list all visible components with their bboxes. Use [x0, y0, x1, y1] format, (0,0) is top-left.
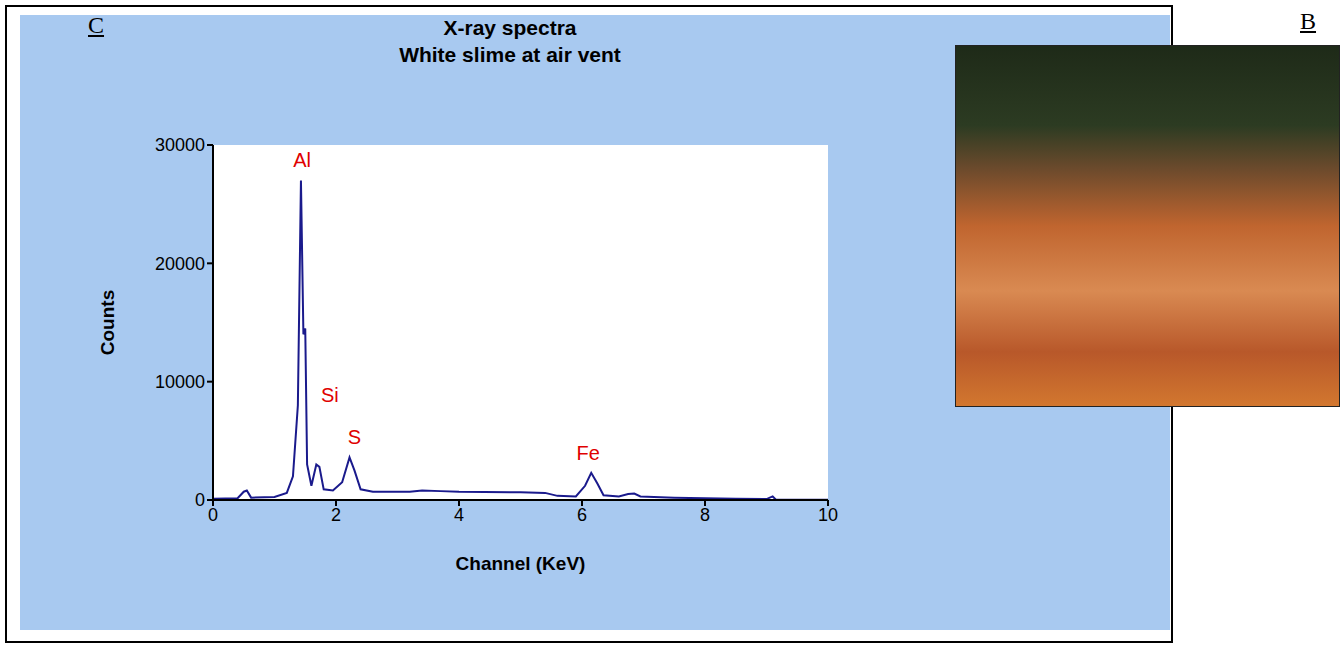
html-text:B: B: [1300, 8, 1316, 34]
svg-text:0: 0: [208, 505, 218, 525]
svg-text:Al: Al: [293, 149, 311, 171]
svg-text:30000: 30000: [155, 135, 205, 155]
svg-text:Counts: Counts: [97, 290, 118, 355]
svg-text:4: 4: [454, 505, 464, 525]
svg-text:20000: 20000: [155, 254, 205, 274]
html-text:C: C: [88, 12, 104, 38]
html-text:White slime at air vent: White slime at air vent: [399, 43, 621, 66]
svg-text:S: S: [348, 426, 361, 448]
svg-text:8: 8: [700, 505, 710, 525]
svg-text:6: 6: [577, 505, 587, 525]
svg-text:10000: 10000: [155, 372, 205, 392]
svg-text:2: 2: [331, 505, 341, 525]
svg-text:Si: Si: [321, 384, 339, 406]
svg-text:0: 0: [195, 490, 205, 510]
svg-text:Fe: Fe: [576, 442, 599, 464]
svg-text:10: 10: [818, 505, 838, 525]
svg-text:Channel (KeV): Channel (KeV): [456, 553, 586, 574]
html-text:X-ray spectra: X-ray spectra: [443, 16, 577, 39]
